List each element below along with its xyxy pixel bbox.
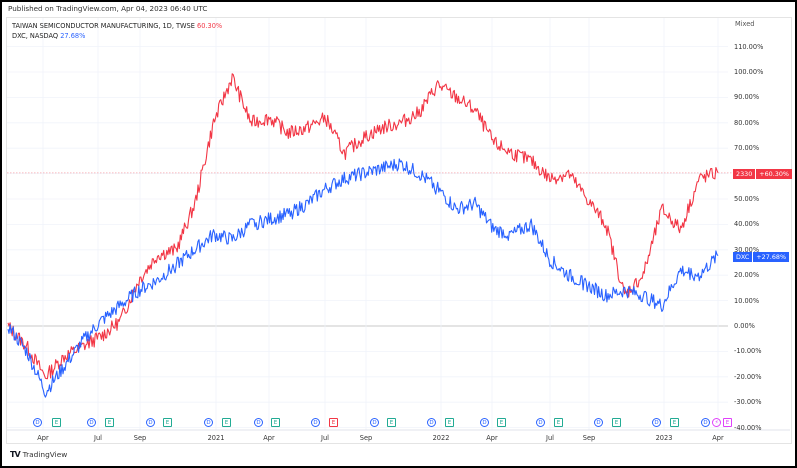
dividend-marker-icon[interactable]: D [536,418,545,427]
chart-legend: TAIWAN SEMICONDUCTOR MANUFACTURING, 1D, … [12,21,222,41]
x-tick-label: 2022 [432,434,450,442]
earnings-marker-icon[interactable]: E [222,418,231,427]
y-tick-label: 20.00% [734,271,760,280]
x-tick-label: Sep [133,434,147,442]
dividend-marker-icon[interactable]: D [701,418,710,427]
x-tick-label: Sep [359,434,373,442]
y-tick-label: -20.00% [734,372,762,381]
x-tick-label: Jul [321,434,329,442]
series-2330-line[interactable] [7,73,719,380]
legend-series-2[interactable]: DXC, NASDAQ 27.68% [12,31,222,41]
y-tick-label: 0.00% [734,322,755,330]
earnings-marker-icon[interactable]: E [163,418,172,427]
dividend-marker-icon[interactable]: D [652,418,661,427]
dividend-marker-icon[interactable]: D [311,418,320,427]
x-tick-label: Apr [263,434,275,442]
dividend-marker-icon[interactable]: D [146,418,155,427]
earnings-marker-icon[interactable]: E [271,418,280,427]
price-tag-series-1: 2330 +60.30% [733,169,792,179]
price-tag-series-2: DXC +27.68% [733,252,790,262]
y-tick-label: -30.00% [734,398,762,407]
y-tick-label: 110.00% [734,42,764,51]
x-tick-label: Apr [486,434,498,442]
dividend-marker-icon[interactable]: D [427,418,436,427]
y-tick-label: 90.00% [734,93,760,102]
legend-series-1-label: TAIWAN SEMICONDUCTOR MANUFACTURING, 1D, … [12,22,195,30]
x-tick-label: 2021 [207,434,225,442]
legend-series-2-value: 27.68% [60,32,86,40]
earnings-miss-marker-icon[interactable]: E [329,418,338,427]
dividend-marker-icon[interactable]: D [87,418,96,427]
x-tick-label: Sep [582,434,596,442]
split-marker-icon[interactable]: ⚡ [712,418,721,427]
y-tick-label: 30.00% [734,245,760,254]
x-tick-label: Jul [546,434,554,442]
y-tick-label: 10.00% [734,296,760,305]
y-tick-label: 80.00% [734,118,760,127]
price-tag-value: +27.68% [756,253,787,261]
y-tick-label: -40.00% [734,423,762,432]
y-tick-label: -10.00% [734,347,762,356]
series-dxc-line[interactable] [7,158,719,398]
earnings-marker-icon[interactable]: E [387,418,396,427]
y-tick-label: 100.00% [734,68,764,76]
tradingview-logo-icon: TV [10,450,21,459]
price-tag-symbol: DXC [733,252,754,262]
earnings-marker-icon[interactable]: E [554,418,563,427]
y-tick-label: 70.00% [734,144,760,153]
chart-panel [6,17,792,444]
dividend-marker-icon[interactable]: D [480,418,489,427]
earnings-marker-icon[interactable]: E [105,418,114,427]
x-tick-label: Apr [712,434,724,442]
x-tick-label: 2023 [655,434,673,442]
published-caption: Published on TradingView.com, Apr 04, 20… [8,4,208,13]
legend-series-2-label: DXC, NASDAQ [12,32,59,40]
y-tick-label: 50.00% [734,195,760,203]
scale-mode-label[interactable]: Mixed [735,20,755,28]
price-tag-value: +60.30% [759,170,789,178]
legend-series-1[interactable]: TAIWAN SEMICONDUCTOR MANUFACTURING, 1D, … [12,21,222,31]
dividend-marker-icon[interactable]: D [594,418,603,427]
x-tick-label: Jul [94,434,102,442]
y-tick-label: 40.00% [734,220,760,229]
earnings-marker-icon[interactable]: E [612,418,621,427]
earnings-marker-icon[interactable]: E [445,418,454,427]
dividend-marker-icon[interactable]: D [33,418,42,427]
footer-branding: TV TradingView [10,450,67,459]
earnings-marker-icon[interactable]: E [497,418,506,427]
dividend-marker-icon[interactable]: D [204,418,213,427]
brand-name: TradingView [22,450,68,459]
x-tick-label: Apr [37,434,49,442]
dividend-marker-icon[interactable]: D [254,418,263,427]
upcoming-earnings-marker-icon[interactable]: E [723,418,732,427]
price-tag-symbol: 2330 [733,169,757,179]
earnings-marker-icon[interactable]: E [670,418,679,427]
legend-series-1-value: 60.30% [197,22,223,30]
earnings-marker-icon[interactable]: E [52,418,61,427]
dividend-marker-icon[interactable]: D [370,418,379,427]
